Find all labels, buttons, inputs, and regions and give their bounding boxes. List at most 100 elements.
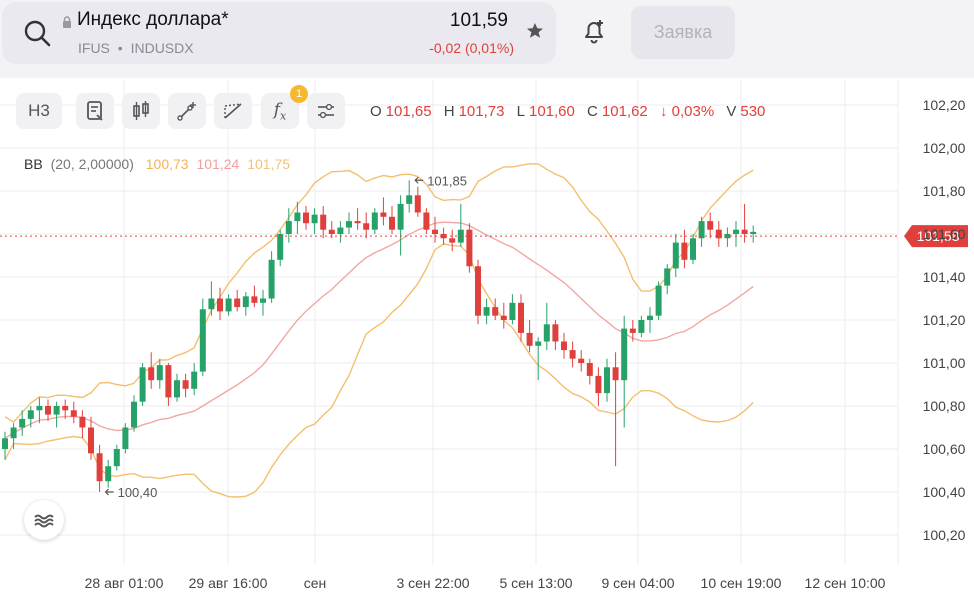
waves-logo-icon (34, 514, 54, 528)
bell-plus-icon[interactable] (578, 15, 610, 47)
candle-body (414, 195, 421, 213)
instrument-selector[interactable]: Индекс доллара* IFUS • INDUSDX 101,59 -0… (2, 2, 556, 64)
order-button[interactable]: Заявка (631, 6, 735, 59)
candle-body (328, 229, 335, 234)
candle-body (629, 328, 636, 333)
settings-sliders-icon (318, 103, 334, 119)
candle-body (733, 229, 739, 234)
candle-body (423, 212, 430, 230)
notes-icon (87, 101, 103, 121)
instrument-title: Индекс доллара* (77, 9, 229, 30)
candle-body (70, 410, 77, 417)
candle-body (53, 406, 60, 415)
chart-overlays: 101,58 101,85 100,40 (0, 173, 968, 500)
drawing-tools-button[interactable] (168, 93, 206, 129)
star-icon[interactable] (524, 20, 546, 42)
change-percent: ↓ 0,03% (659, 103, 715, 120)
x-tick-label: 29 авг 16:00 (189, 575, 268, 591)
current-price-tag (904, 225, 968, 248)
last-price: 101,59 (449, 10, 508, 31)
candle-body (2, 438, 8, 449)
candle-body (604, 367, 610, 394)
open-label: O (370, 103, 382, 120)
x-tick-label: 3 сен 22:00 (396, 575, 469, 591)
y-tick-label: 100,20 (923, 527, 966, 543)
high-label: H (443, 103, 455, 120)
candle-body (724, 234, 731, 239)
candle-body (715, 229, 722, 239)
candle-body (543, 324, 550, 342)
candle-body (354, 221, 361, 224)
candle-body (242, 296, 249, 308)
candle-body (690, 238, 696, 260)
price-change: -0,02 (0,01%) (429, 40, 514, 56)
close-value: 101,62 (601, 103, 648, 120)
candle-body (260, 298, 266, 303)
open-value: 101,65 (385, 103, 432, 120)
candle-body (182, 380, 189, 389)
bb-lower-line (4, 243, 754, 498)
candle-body (113, 449, 120, 467)
search-icon[interactable] (18, 14, 58, 54)
candle-body (217, 298, 223, 312)
provider-logo-button[interactable] (24, 500, 64, 540)
candle-body (389, 216, 395, 230)
indicator-name: BB (24, 156, 43, 172)
candle-body (698, 221, 705, 239)
notes-button[interactable] (76, 93, 114, 129)
low-value: 101,60 (528, 103, 575, 120)
x-tick-label: 12 сен 10:00 (805, 575, 886, 591)
candle-body (647, 315, 653, 320)
candle-body (621, 328, 628, 381)
settings-button[interactable] (307, 93, 345, 129)
top-bar: Индекс доллара* IFUS • INDUSDX 101,59 -0… (0, 0, 974, 78)
candle-body (561, 341, 567, 351)
y-tick-label: 100,40 (923, 484, 966, 500)
candle-body (285, 221, 292, 234)
candle-body (483, 307, 490, 316)
x-tick-label: 28 авг 01:00 (85, 575, 164, 591)
chart-type-button[interactable] (122, 93, 160, 129)
candle-body (406, 195, 413, 204)
candle-body (105, 466, 112, 482)
candle-body (199, 309, 206, 372)
ticker-code: IFUS (78, 40, 110, 56)
exchange-code: INDUSDX (130, 40, 194, 56)
high-marker-arrow (414, 176, 424, 184)
candle-body (79, 416, 86, 428)
ruler-icon (224, 103, 242, 119)
candle-body (526, 332, 533, 346)
bb-upper-line (4, 163, 754, 424)
ruler-button[interactable] (214, 93, 252, 129)
candle-body (62, 406, 69, 411)
high-marker-label: 101,85 (427, 173, 467, 188)
y-tick-label: 100,80 (923, 398, 966, 414)
candle-body (655, 285, 662, 316)
close-label: C (587, 103, 598, 120)
x-tick-label: сен (304, 575, 327, 591)
candle-body (337, 227, 344, 234)
indicator-params: (20, 2,00000) (50, 156, 134, 172)
candle-body (19, 418, 26, 428)
y-tick-label: 101,00 (923, 355, 966, 371)
timeframe-button[interactable]: H3 (16, 93, 62, 129)
y-tick-label: 102,00 (923, 140, 966, 156)
candle-body (380, 212, 387, 217)
candles-icon (133, 101, 149, 120)
candle-body (569, 350, 576, 359)
time-axis: 28 авг 01:00 29 авг 16:00 сен 3 сен 22:00 5 … (85, 575, 886, 591)
candle-body (397, 203, 404, 230)
candle-body (156, 365, 163, 381)
candle-body (681, 242, 688, 260)
code-separator: • (117, 40, 123, 56)
candle-body (225, 298, 232, 312)
candle-body (638, 320, 645, 333)
candle-body (311, 214, 318, 224)
lock-icon (63, 16, 71, 28)
candle-body (191, 371, 198, 389)
candle-body (741, 229, 748, 234)
bollinger-legend[interactable]: BB (20, 2,00000) 100,73 101,24 101,75 (24, 156, 290, 172)
candle-body (251, 296, 258, 303)
candle-body (27, 410, 34, 419)
